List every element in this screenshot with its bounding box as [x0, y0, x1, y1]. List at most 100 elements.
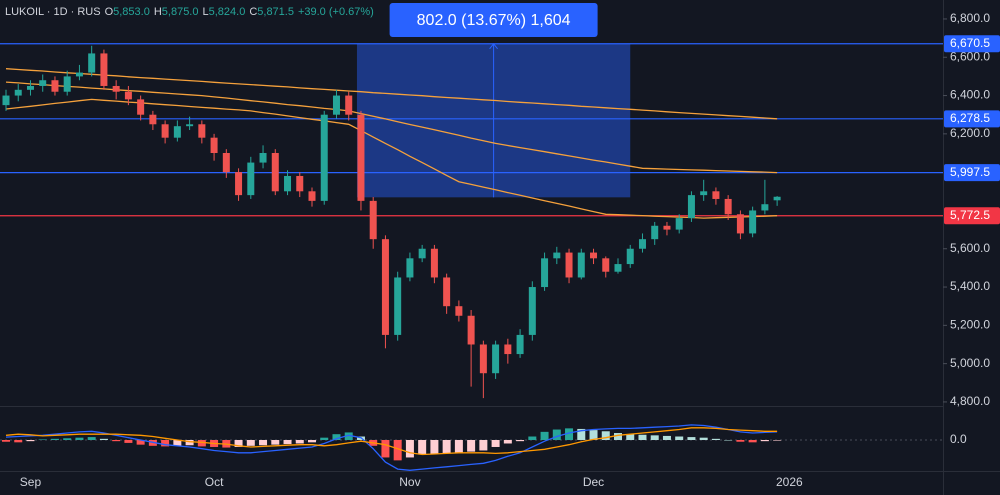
y-tick-label: 6,400.0	[950, 88, 990, 102]
macd-histogram-bar	[699, 437, 708, 440]
level-label: 5,772.5	[950, 208, 990, 222]
candle-body	[479, 344, 487, 374]
macd-histogram-bar	[393, 440, 402, 461]
candle-body	[26, 85, 34, 90]
candle-body	[541, 258, 549, 288]
candle-body	[284, 175, 292, 192]
level-label-box	[944, 110, 1000, 128]
macd-histogram-bar	[124, 440, 133, 443]
candle-body	[332, 95, 340, 115]
candle-body	[504, 344, 512, 355]
field-value: 5,853.0	[113, 6, 150, 18]
candle-body	[712, 191, 720, 199]
moving-average	[5, 98, 778, 219]
field-key: H	[154, 6, 162, 18]
macd-histogram-bar	[442, 440, 451, 454]
macd-histogram-bar	[26, 440, 35, 442]
y-tick-label: 6,800.0	[950, 11, 990, 25]
macd-histogram-bar	[320, 437, 329, 440]
macd-histogram-bar	[479, 440, 488, 451]
candle-body	[247, 162, 255, 196]
macd-histogram-bar	[259, 440, 268, 446]
candle-body	[492, 344, 500, 374]
y-tick-label: 5,400.0	[950, 279, 990, 293]
field-key: O	[105, 6, 114, 18]
macd-histogram-bar	[344, 432, 353, 440]
candle-body	[687, 195, 695, 219]
measure-label: 802.0 (13.67%) 1,604	[417, 12, 571, 29]
y-tick-label: 6,200.0	[950, 126, 990, 140]
candle-body	[590, 252, 598, 259]
field-value: 5,875.0	[162, 6, 199, 18]
measure-label-box	[389, 3, 598, 37]
macd-histogram-bar	[38, 439, 47, 440]
macd-histogram-bar	[295, 440, 304, 444]
macd-histogram-bar	[308, 440, 316, 443]
candle-body	[357, 114, 365, 201]
candle-body	[394, 277, 402, 335]
candle-body	[553, 252, 561, 259]
macd-histogram-bar	[332, 434, 341, 440]
macd-histogram-bar	[283, 440, 292, 445]
y-tick-label: 5,600.0	[950, 241, 990, 255]
candle-body	[100, 53, 108, 86]
candle-body	[39, 80, 47, 86]
candle-body	[773, 196, 781, 201]
candle-body	[14, 89, 22, 96]
candle-body	[173, 126, 181, 138]
candle-body	[638, 239, 646, 249]
macd-histogram-bar	[112, 440, 121, 442]
y-tick-label: 5,000.0	[950, 356, 990, 370]
macd-histogram-bar	[626, 434, 635, 440]
y-tick-label: 5,200.0	[950, 318, 990, 332]
candle-body	[161, 124, 169, 138]
macd-histogram-bar	[271, 440, 280, 445]
macd-histogram-bar	[589, 430, 598, 440]
candle-body	[112, 85, 120, 92]
macd-histogram-bar	[405, 440, 414, 458]
candle-body	[271, 153, 279, 192]
candle-body	[602, 258, 610, 272]
symbol: LUKOIL · 1D · RUS	[5, 6, 101, 18]
change: +39.0 (+0.67%)	[298, 6, 374, 18]
y-tick-label: 4,800.0	[950, 394, 990, 408]
candle-body	[565, 252, 573, 278]
macd-histogram-bar	[687, 437, 696, 440]
candle-body	[528, 287, 536, 335]
macd-histogram-bar	[185, 440, 194, 446]
candle-body	[210, 137, 218, 153]
level-label: 5,997.5	[950, 165, 990, 179]
field-value: 5,871.5	[257, 6, 294, 18]
macd-histogram-bar	[675, 436, 684, 440]
level-label-box	[944, 35, 1000, 53]
candle-body	[63, 76, 71, 92]
level-label-box	[944, 207, 1000, 225]
moving-average	[5, 68, 778, 120]
candle-body	[406, 258, 414, 278]
candle-body	[320, 114, 328, 201]
macd-histogram-bar	[577, 428, 586, 440]
level-label: 6,670.5	[950, 36, 990, 50]
macd-histogram-bar	[234, 440, 243, 447]
macd-histogram-bar	[467, 440, 476, 452]
macd-histogram-bar	[136, 440, 145, 445]
macd-histogram-bar	[197, 440, 206, 447]
candle-body	[651, 225, 659, 240]
candle-body	[369, 200, 377, 240]
macd-histogram-bar	[491, 440, 500, 447]
macd-tick-label: 0.0	[950, 432, 967, 446]
macd-histogram-bar	[552, 429, 561, 440]
macd-histogram-bar	[418, 440, 427, 455]
candle-body	[124, 91, 132, 100]
candle-body	[577, 252, 585, 278]
candle-body	[308, 191, 316, 201]
macd-histogram-bar	[528, 436, 537, 440]
candle-body	[430, 248, 438, 278]
moving-average	[5, 81, 778, 174]
macd-histogram-bar	[614, 433, 622, 440]
macd-histogram-bar	[381, 440, 390, 458]
macd-histogram-bar	[75, 437, 84, 440]
macd-histogram-bar	[14, 440, 23, 443]
